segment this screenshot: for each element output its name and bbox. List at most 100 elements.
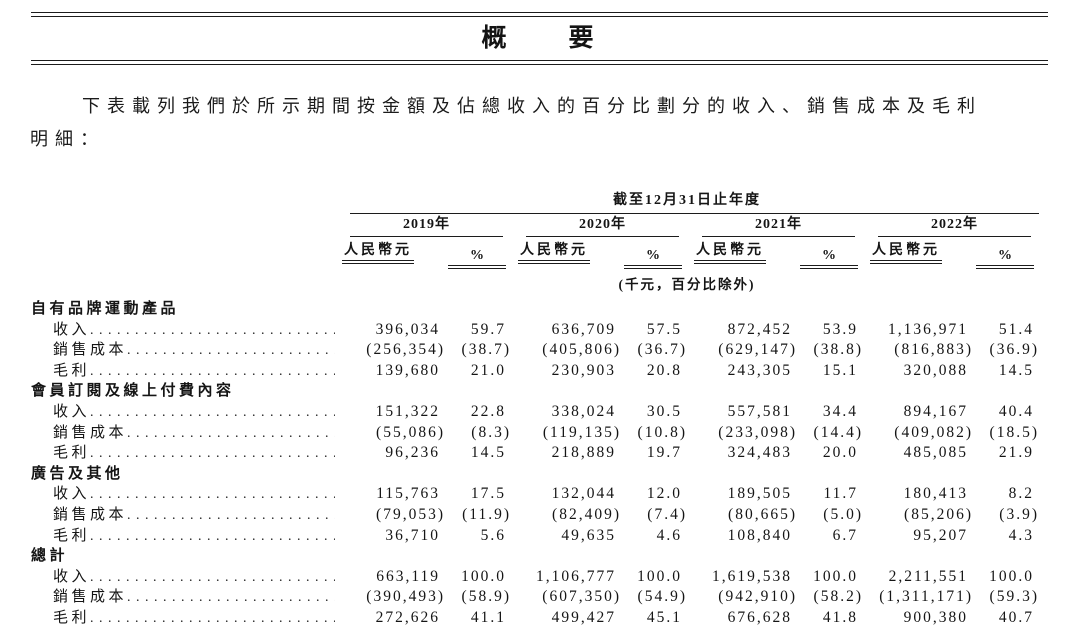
dot-leader bbox=[127, 506, 335, 527]
dot-leader bbox=[90, 362, 335, 383]
percent-cell: 34.4 bbox=[822, 402, 858, 420]
amount-header: 人民幣元 bbox=[342, 242, 414, 264]
dot-leader bbox=[90, 568, 335, 589]
amount-cell: (405,806) bbox=[542, 341, 621, 359]
table-row: 收入 151,322 22.8 338,024 30.5 557,581 34.4 894,1… bbox=[30, 402, 1039, 423]
year-header-2020: 2020年 bbox=[511, 216, 687, 237]
amount-cell: (233,098) bbox=[718, 423, 797, 441]
row-label-cell: 收入 bbox=[30, 320, 335, 342]
amount-cell: (816,883) bbox=[894, 341, 973, 359]
dot-leader bbox=[90, 403, 335, 424]
row-label: 收入 bbox=[53, 403, 91, 420]
percent-cell: 21.0 bbox=[470, 361, 506, 379]
percent-header: % bbox=[976, 247, 1034, 269]
title-band: 概 要 bbox=[31, 12, 1048, 65]
amount-cell: (256,354) bbox=[366, 341, 445, 359]
percent-cell: 41.8 bbox=[822, 608, 858, 626]
percent-cell: (58.9) bbox=[461, 588, 511, 606]
subheader-group-2022: 人民幣元 % bbox=[863, 242, 1039, 269]
amount-cell: (942,910) bbox=[718, 588, 797, 606]
row-label-cell: 毛利 bbox=[30, 361, 335, 383]
percent-cell: 12.0 bbox=[646, 485, 682, 503]
amount-cell: 636,709 bbox=[551, 320, 616, 338]
table-row: 毛利 96,236 14.5 218,889 19.7 324,483 20.0 485,08… bbox=[30, 443, 1039, 464]
percent-cell: 4.3 bbox=[1008, 526, 1034, 544]
percent-cell: 100.0 bbox=[813, 567, 858, 585]
unit-note: (千元，百分比除外) bbox=[618, 277, 756, 292]
amount-cell: 139,680 bbox=[375, 361, 440, 379]
dot-leader bbox=[127, 588, 335, 609]
row-label-cell: 收入 bbox=[30, 402, 335, 424]
percent-cell: 53.9 bbox=[822, 320, 858, 338]
section-header-row: 會員訂閱及線上付費內容 bbox=[30, 381, 1039, 402]
amount-cell: 2,211,551 bbox=[888, 567, 968, 585]
amount-cell: (409,082) bbox=[894, 423, 973, 441]
percent-cell: 40.4 bbox=[998, 402, 1034, 420]
percent-cell: 20.0 bbox=[822, 444, 858, 462]
label-column-spacer bbox=[30, 216, 335, 237]
percent-cell: 14.5 bbox=[470, 444, 506, 462]
amount-cell: 894,167 bbox=[903, 402, 968, 420]
section-label: 會員訂閱及線上付費內容 bbox=[31, 383, 235, 400]
year-header-2021: 2021年 bbox=[687, 216, 863, 237]
table-row: 收入 115,763 17.5 132,044 12.0 189,505 11.7 180,4… bbox=[30, 484, 1039, 505]
row-label-cell: 毛利 bbox=[30, 608, 335, 630]
percent-cell: 100.0 bbox=[989, 567, 1034, 585]
amount-cell: 1,136,971 bbox=[888, 320, 968, 338]
amount-cell: 557,581 bbox=[727, 402, 792, 420]
intro-line-2: 明細： bbox=[30, 129, 105, 149]
amount-cell: 115,763 bbox=[376, 485, 440, 503]
amount-cell: 180,413 bbox=[903, 485, 968, 503]
percent-cell: 4.6 bbox=[656, 526, 682, 544]
section-label: 自有品牌運動產品 bbox=[31, 301, 180, 317]
amount-cell: 272,626 bbox=[375, 608, 440, 626]
amount-cell: 1,106,777 bbox=[536, 567, 616, 585]
percent-cell: (36.9) bbox=[989, 341, 1039, 359]
amount-cell: 49,635 bbox=[561, 526, 616, 544]
row-label: 收入 bbox=[53, 486, 91, 503]
percent-cell: (18.5) bbox=[989, 423, 1039, 441]
percent-cell: (8.3) bbox=[471, 423, 511, 441]
amount-cell: (85,206) bbox=[904, 505, 973, 523]
row-label-cell: 毛利 bbox=[30, 443, 335, 465]
amount-cell: 132,044 bbox=[551, 485, 616, 503]
row-label: 毛利 bbox=[53, 527, 91, 544]
percent-header: % bbox=[800, 247, 858, 269]
year-header-2019: 2019年 bbox=[335, 216, 511, 237]
amount-cell: 900,380 bbox=[903, 608, 968, 626]
amount-cell: 108,840 bbox=[727, 526, 792, 544]
percent-cell: 40.7 bbox=[998, 608, 1034, 626]
percent-cell: 8.2 bbox=[1008, 485, 1034, 503]
dot-leader bbox=[127, 424, 335, 445]
row-label: 毛利 bbox=[53, 362, 91, 379]
amount-cell: (119,135) bbox=[542, 423, 621, 441]
amount-cell: 872,452 bbox=[727, 320, 792, 338]
row-label-cell: 銷售成本 bbox=[30, 423, 335, 445]
percent-cell: (3.9) bbox=[999, 505, 1039, 523]
percent-cell: 5.6 bbox=[480, 526, 506, 544]
amount-cell: 1,619,538 bbox=[712, 567, 792, 585]
row-label-cell: 收入 bbox=[30, 567, 335, 589]
percent-cell: 30.5 bbox=[646, 402, 682, 420]
table-row: 銷售成本 (390,493) (58.9) (607,350) (54.9) (942,9… bbox=[30, 587, 1039, 608]
percent-cell: (38.8) bbox=[813, 341, 863, 359]
amount-cell: (1,311,171) bbox=[879, 588, 973, 606]
amount-header: 人民幣元 bbox=[870, 242, 942, 264]
amount-cell: 189,505 bbox=[727, 485, 792, 503]
section-label: 廣告及其他 bbox=[31, 465, 124, 482]
amount-cell: 485,085 bbox=[903, 444, 968, 462]
page-title: 概 要 bbox=[481, 25, 598, 52]
table-row: 毛利 139,680 21.0 230,903 20.8 243,305 15.1 320,0… bbox=[30, 361, 1039, 382]
table-row: 銷售成本 (55,086) (8.3) (119,135) (10.8) (233,098… bbox=[30, 423, 1039, 444]
percent-cell: 20.8 bbox=[646, 361, 682, 379]
percent-cell: (54.9) bbox=[637, 588, 687, 606]
amount-header: 人民幣元 bbox=[518, 242, 590, 264]
percent-cell: 15.1 bbox=[822, 361, 858, 379]
row-label-cell: 銷售成本 bbox=[30, 340, 335, 362]
percent-cell: 100.0 bbox=[637, 567, 682, 585]
title-rule-top bbox=[31, 12, 1048, 17]
amount-cell: (80,665) bbox=[728, 505, 797, 523]
label-column-spacer bbox=[30, 242, 335, 269]
amount-cell: (607,350) bbox=[542, 588, 621, 606]
amount-cell: (629,147) bbox=[718, 341, 797, 359]
